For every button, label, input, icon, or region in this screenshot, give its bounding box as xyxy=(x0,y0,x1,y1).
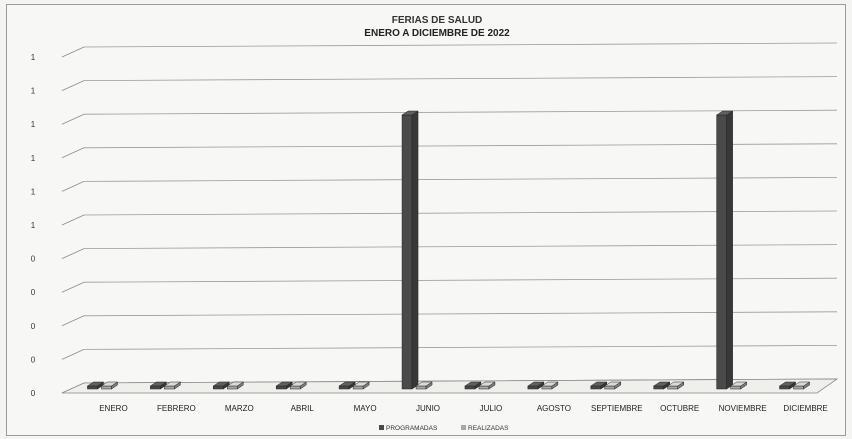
x-tick-label: DICIEMBRE xyxy=(783,404,827,413)
y-tick-label: 1 xyxy=(31,120,36,129)
bar-realizadas-diciembre xyxy=(792,381,811,390)
gridline xyxy=(83,311,838,317)
x-tick-label: NOVIEMBRE xyxy=(719,404,767,413)
bar-realizadas-julio xyxy=(478,381,496,390)
x-tick-label: OCTUBRE xyxy=(660,404,699,413)
bar-programadas-octubre xyxy=(652,381,671,390)
gridline-side xyxy=(61,315,85,327)
chart-floor xyxy=(61,378,839,394)
x-tick-label: MAYO xyxy=(354,404,377,413)
y-tick-label: 0 xyxy=(31,288,36,297)
gridline xyxy=(83,210,838,216)
bar-realizadas-octubre xyxy=(666,381,685,390)
y-tick-label: 1 xyxy=(31,53,36,62)
y-tick-label: 1 xyxy=(31,221,36,230)
gridline-side xyxy=(61,80,85,91)
gridline xyxy=(83,42,838,48)
y-tick-label: 0 xyxy=(31,355,36,364)
gridline-side xyxy=(61,248,85,259)
gridline xyxy=(83,344,838,350)
x-tick-label: MARZO xyxy=(225,404,254,413)
x-tick-label: JULIO xyxy=(480,404,503,413)
gridline xyxy=(83,244,838,250)
bars xyxy=(86,110,811,390)
gridline-side xyxy=(61,181,85,192)
bar-programadas-junio xyxy=(401,110,419,390)
chart-svg: FERIAS DE SALUD ENERO A DICIEMBRE DE 202… xyxy=(31,15,839,432)
gridline-side xyxy=(61,281,85,293)
gridline-side xyxy=(61,214,85,226)
legend-label: PROGRAMADAS xyxy=(386,425,438,432)
gridline xyxy=(83,109,838,115)
gridline-side xyxy=(61,46,85,58)
legend-swatch xyxy=(461,425,466,430)
x-tick-label: SEPTIEMBRE xyxy=(591,404,643,413)
bar-realizadas-agosto xyxy=(541,381,559,390)
bar-realizadas-noviembre xyxy=(729,381,748,390)
bar-programadas-agosto xyxy=(527,381,545,390)
bar-programadas-noviembre xyxy=(715,110,734,390)
bar-realizadas-mayo xyxy=(352,381,370,390)
y-tick-label: 1 xyxy=(31,187,36,196)
gridline xyxy=(83,176,838,182)
bar-programadas-abril xyxy=(275,381,294,390)
bar-realizadas-febrero xyxy=(163,381,182,390)
gridline xyxy=(83,143,838,149)
gridline xyxy=(83,76,838,81)
x-tick-label: AGOSTO xyxy=(537,404,571,413)
bar-programadas-enero xyxy=(86,381,105,390)
bar-realizadas-junio xyxy=(415,381,433,390)
x-tick-label: FEBRERO xyxy=(157,404,196,413)
bar-realizadas-abril xyxy=(289,381,308,390)
gridlines xyxy=(61,42,839,394)
bar-realizadas-enero xyxy=(100,381,119,390)
gridline-side xyxy=(61,147,85,159)
gridline xyxy=(83,277,838,283)
y-axis-ticks: 0 0 0 0 0 1 1 1 1 1 1 xyxy=(31,53,36,398)
x-tick-label: ABRIL xyxy=(291,404,315,413)
bar-realizadas-septiembre xyxy=(603,381,622,390)
y-tick-label: 0 xyxy=(31,322,36,331)
x-axis-ticks: ENERO FEBRERO MARZO ABRIL MAYO JUNIO JULIO AGOS… xyxy=(99,404,828,413)
gridline-side xyxy=(61,349,85,360)
y-tick-label: 0 xyxy=(31,389,36,398)
legend-swatch xyxy=(379,425,384,430)
y-tick-label: 1 xyxy=(31,87,36,96)
x-tick-label: JUNIO xyxy=(416,404,440,413)
x-tick-label: ENERO xyxy=(99,404,127,413)
chart-title: FERIAS DE SALUD xyxy=(392,15,483,26)
y-tick-label: 0 xyxy=(31,255,36,264)
chart-frame: FERIAS DE SALUD ENERO A DICIEMBRE DE 202… xyxy=(6,4,846,436)
bar-programadas-julio xyxy=(464,381,482,390)
chart-subtitle: ENERO A DICIEMBRE DE 2022 xyxy=(364,28,510,39)
gridline-side xyxy=(61,113,85,125)
y-tick-label: 1 xyxy=(31,154,36,163)
bar-realizadas-marzo xyxy=(226,381,245,390)
legend: PROGRAMADAS REALIZADAS xyxy=(379,425,509,432)
legend-label: REALIZADAS xyxy=(468,425,509,432)
